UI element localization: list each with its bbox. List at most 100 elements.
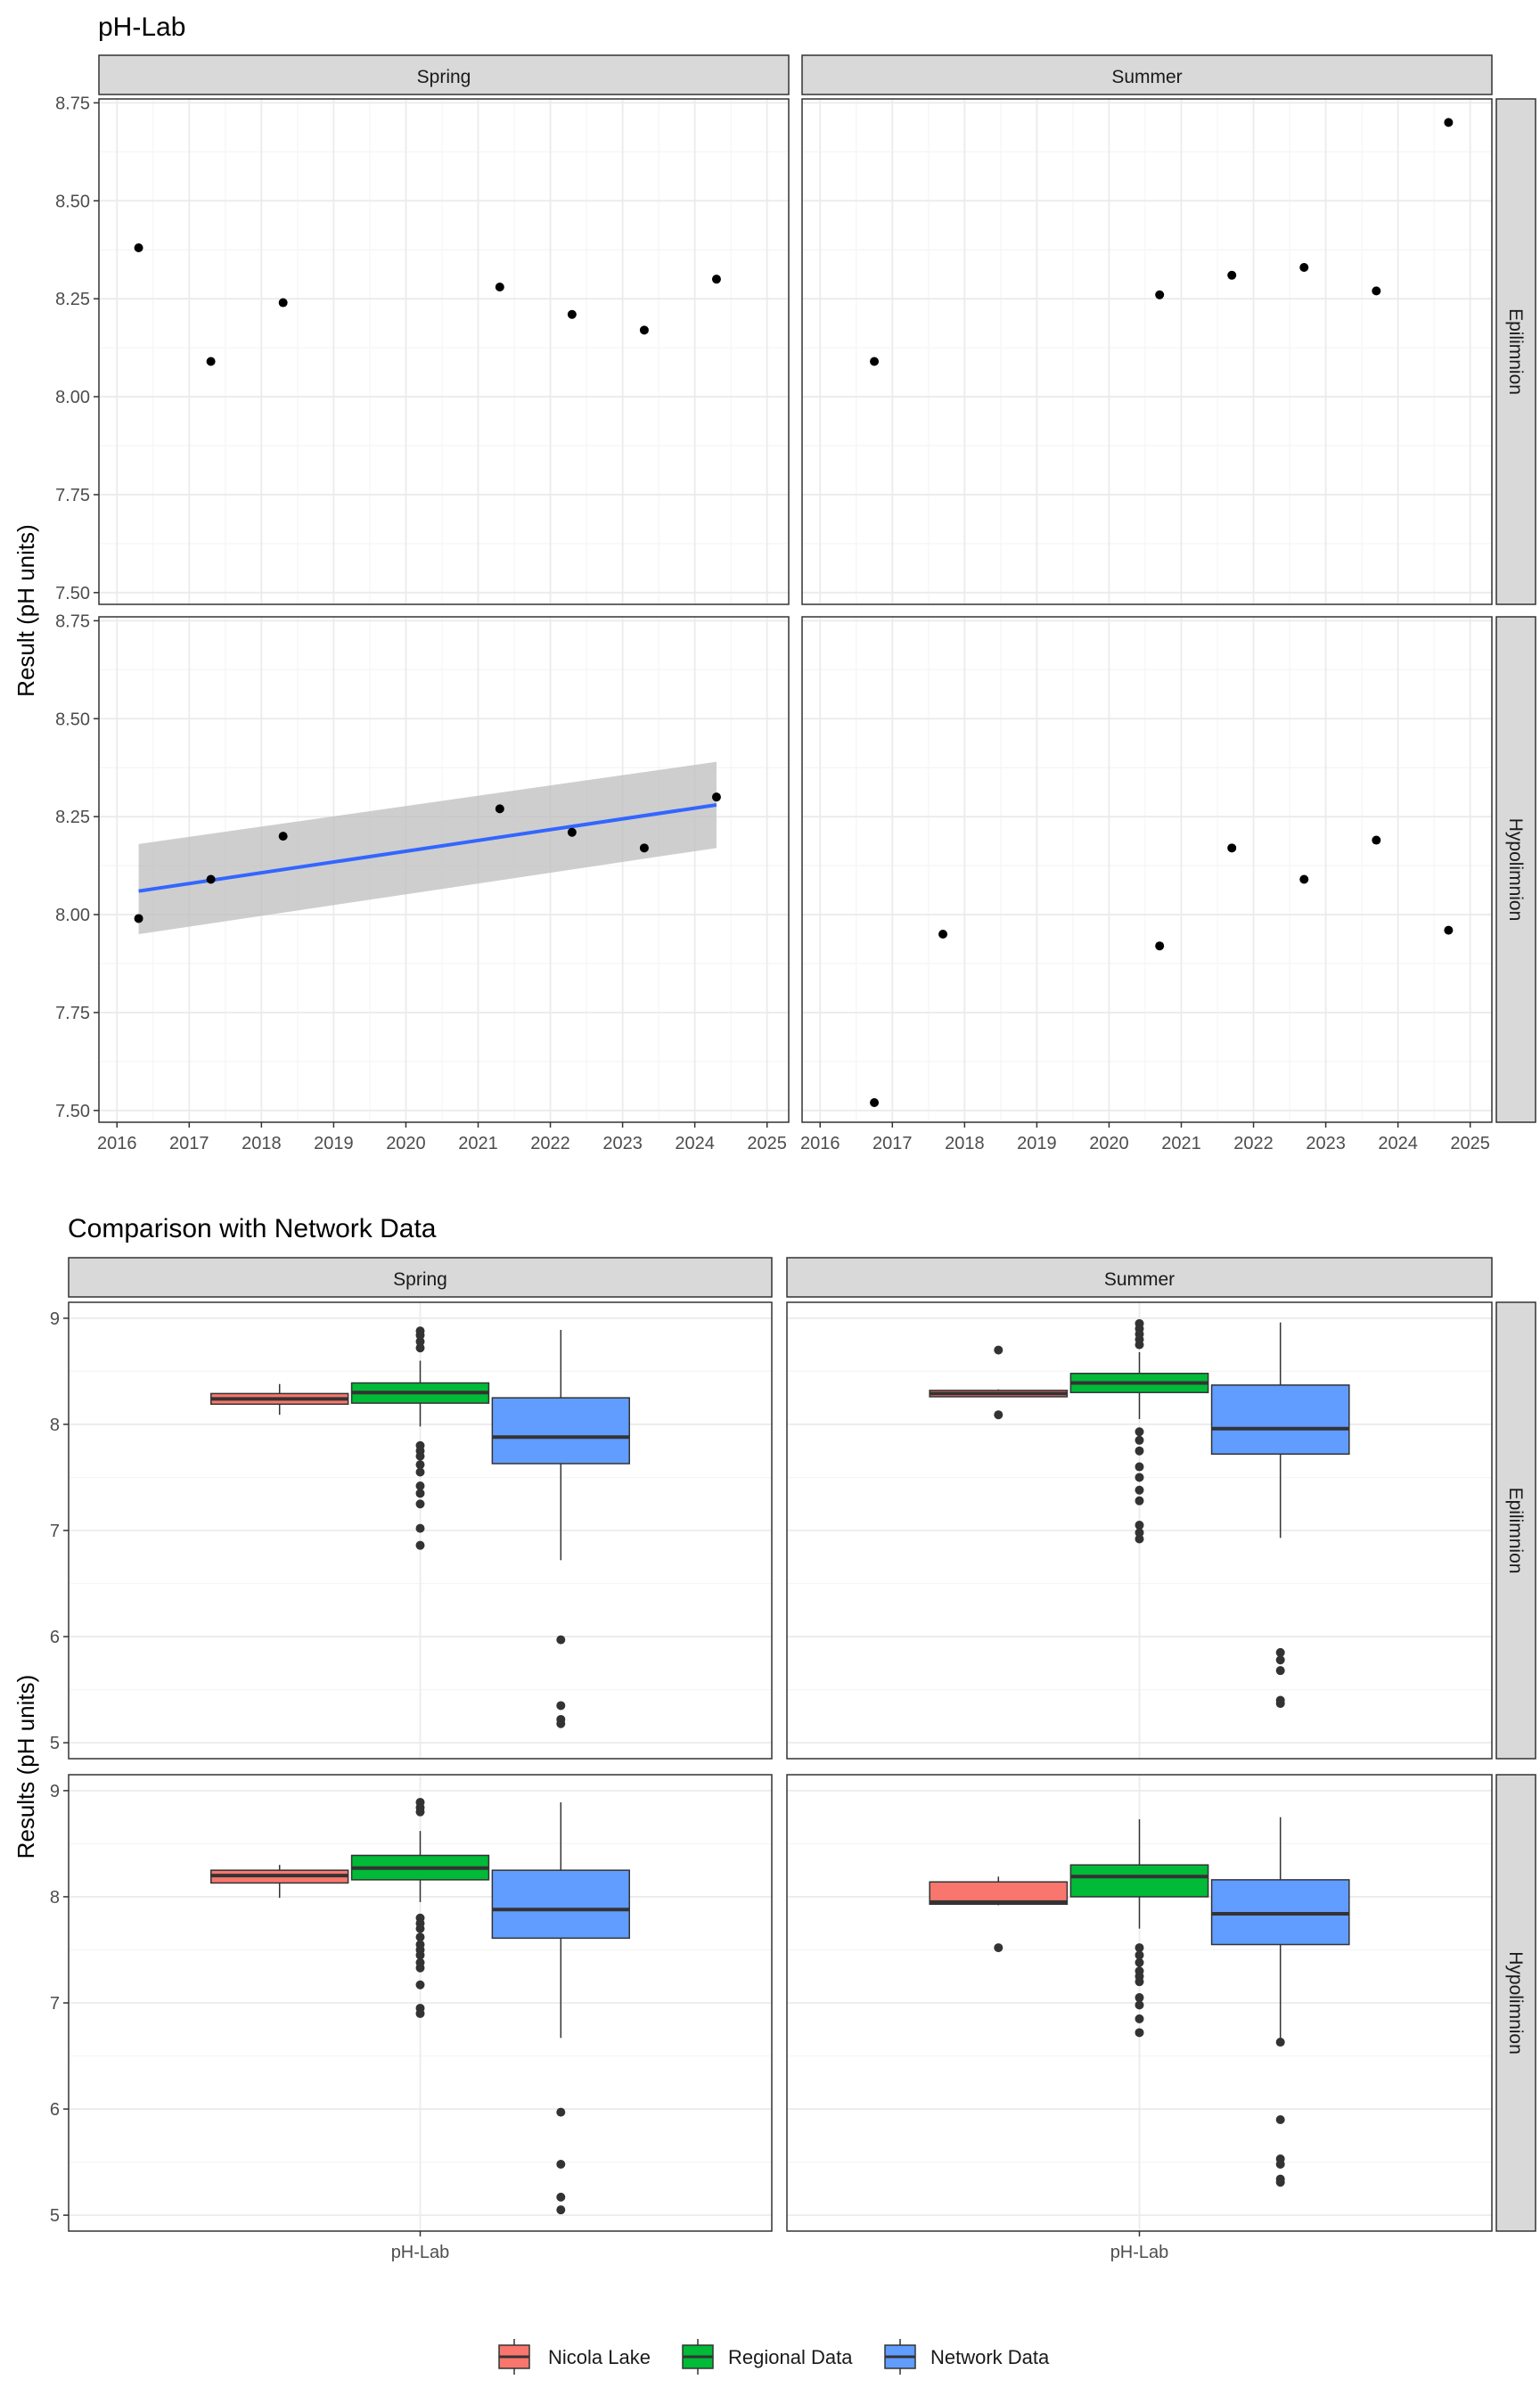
panel-summer-hypolimnion	[801, 616, 1493, 1123]
chart-title: Comparison with Network Data	[68, 1214, 437, 1243]
panel-spring-epilimnion	[68, 1301, 773, 1760]
y-tick-label: 9	[50, 1782, 60, 1801]
outlier-point	[1135, 1435, 1144, 1445]
outlier-point	[1135, 1427, 1144, 1437]
data-point	[870, 1098, 880, 1108]
panel-border	[98, 616, 790, 1123]
y-tick-label: 8.00	[55, 906, 90, 925]
outlier-point	[1135, 1528, 1144, 1538]
facet-strip-label: Summer	[1104, 1269, 1175, 1290]
y-tick-label: 8.50	[55, 192, 90, 211]
box-network-data	[1210, 1322, 1350, 1709]
facet-strip-label: Summer	[1111, 67, 1182, 87]
panel-spring-epilimnion	[98, 98, 790, 605]
panel-border	[801, 98, 1493, 605]
y-axis-label: Result (pH units)	[12, 524, 39, 697]
facet-strip-label: Hypolimnion	[1505, 1951, 1526, 2055]
data-point	[1227, 270, 1237, 280]
data-point	[567, 309, 577, 319]
legend: Nicola Lake Regional Data Network Data	[498, 2339, 1050, 2375]
x-tick-label: 2024	[675, 1134, 715, 1153]
x-tick-label: 2018	[242, 1134, 282, 1153]
outlier-point	[1135, 1318, 1144, 1328]
panel-border	[786, 1301, 1493, 1760]
x-tick-label: 2025	[747, 1134, 787, 1153]
data-point	[1227, 843, 1237, 853]
outlier-point	[1135, 1446, 1144, 1456]
outlier-point	[994, 1410, 1003, 1420]
data-point	[1155, 941, 1165, 951]
outlier-point	[1275, 2159, 1285, 2169]
y-tick-label: 8.75	[55, 94, 90, 113]
x-tick-label: 2020	[1089, 1134, 1129, 1153]
x-tick-label: 2021	[1161, 1134, 1201, 1153]
x-tick-label: 2023	[1306, 1134, 1346, 1153]
facet-strip-label: Spring	[417, 67, 471, 87]
outlier-point	[1275, 1647, 1285, 1657]
outlier-point	[415, 1460, 425, 1470]
outlier-point	[415, 1523, 425, 1533]
x-tick-label: 2022	[530, 1134, 570, 1153]
data-point	[1155, 290, 1165, 300]
legend-item-nicola-lake: Nicola Lake	[498, 2339, 651, 2375]
x-tick-label: 2016	[800, 1134, 840, 1153]
box-nicola-lake	[929, 1345, 1069, 1420]
scatter-facet-chart: pH-Lab Result (pH units) Spring Summer Epili…	[12, 12, 1536, 1153]
y-tick-label: 8.25	[55, 290, 90, 309]
outlier-point	[1135, 1473, 1144, 1482]
outlier-point	[1135, 1993, 1144, 2003]
y-tick-label: 5	[50, 1734, 60, 1753]
data-point	[1299, 874, 1309, 884]
outlier-point	[415, 1467, 425, 1477]
y-tick-label: 7.75	[55, 486, 90, 505]
outlier-point	[994, 1943, 1003, 1953]
outlier-point	[415, 1451, 425, 1461]
y-tick-label: 7	[50, 1522, 60, 1541]
outlier-point	[1275, 2114, 1285, 2124]
outlier-point	[1135, 1943, 1144, 1953]
data-point	[870, 357, 880, 366]
y-tick-label: 8.00	[55, 388, 90, 407]
box-nicola-lake	[929, 1876, 1069, 1953]
outlier-point	[415, 1540, 425, 1550]
panel-background	[99, 99, 789, 604]
outlier-point	[415, 1797, 425, 1807]
data-point	[567, 827, 577, 837]
data-point	[206, 874, 216, 884]
y-tick-label: 7.50	[55, 1102, 90, 1121]
facet-strip-label: Spring	[393, 1269, 447, 1290]
x-tick-label: 2019	[1017, 1134, 1057, 1153]
data-point	[278, 832, 288, 841]
y-tick-label: 7.75	[55, 1004, 90, 1023]
facet-strip-label: Epilimnion	[1505, 308, 1526, 395]
chart-title: pH-Lab	[98, 12, 185, 42]
box-nicola-lake	[210, 1383, 349, 1415]
outlier-point	[556, 1719, 566, 1728]
outlier-point	[556, 2107, 566, 2117]
y-tick-label: 5	[50, 2206, 60, 2226]
x-tick-label: 2017	[872, 1134, 913, 1153]
y-axis-label: Results (pH units)	[12, 1675, 39, 1859]
y-tick-label: 8.50	[55, 710, 90, 729]
x-tick-label: 2017	[169, 1134, 209, 1153]
box-iqr	[491, 1397, 630, 1465]
outlier-point	[556, 2159, 566, 2169]
outlier-point	[1275, 2038, 1285, 2047]
box-iqr	[1210, 1384, 1350, 1456]
facet-strip-spring	[68, 1257, 773, 1298]
y-tick-label: 8.75	[55, 611, 90, 631]
x-tick-label: 2019	[314, 1134, 354, 1153]
outlier-point	[415, 1963, 425, 1973]
outlier-point	[1275, 2178, 1285, 2187]
outlier-point	[415, 1980, 425, 1990]
panel-background	[802, 617, 1492, 1122]
box-network-data	[491, 1329, 630, 1728]
box-nicola-lake	[210, 1865, 349, 1899]
box-regional-data	[350, 1326, 490, 1550]
x-tick-label: 2018	[945, 1134, 985, 1153]
data-point	[495, 282, 504, 291]
y-tick-label: 8.25	[55, 808, 90, 827]
box-network-data	[1210, 1817, 1350, 2187]
x-tick-label: 2016	[97, 1134, 137, 1153]
box-regional-data	[350, 1797, 490, 2018]
